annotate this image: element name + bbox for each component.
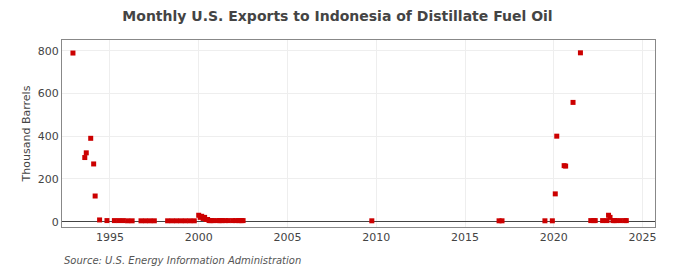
svg-text:2000: 2000: [185, 231, 213, 244]
svg-text:200: 200: [38, 173, 59, 186]
svg-text:1995: 1995: [96, 231, 124, 244]
svg-text:2005: 2005: [273, 231, 301, 244]
svg-text:2020: 2020: [540, 231, 568, 244]
svg-text:400: 400: [38, 130, 59, 143]
svg-text:2010: 2010: [362, 231, 390, 244]
svg-text:Thousand Barrels: Thousand Barrels: [20, 85, 33, 182]
svg-text:Monthly U.S. Exports to Indone: Monthly U.S. Exports to Indonesia of Dis…: [122, 8, 552, 24]
svg-text:Source: U.S. Energy Informatio: Source: U.S. Energy Information Administ…: [64, 255, 301, 266]
svg-text:800: 800: [38, 45, 59, 58]
svg-text:600: 600: [38, 87, 59, 100]
svg-text:2025: 2025: [629, 231, 657, 244]
svg-text:0: 0: [52, 216, 59, 229]
svg-text:2015: 2015: [451, 231, 479, 244]
